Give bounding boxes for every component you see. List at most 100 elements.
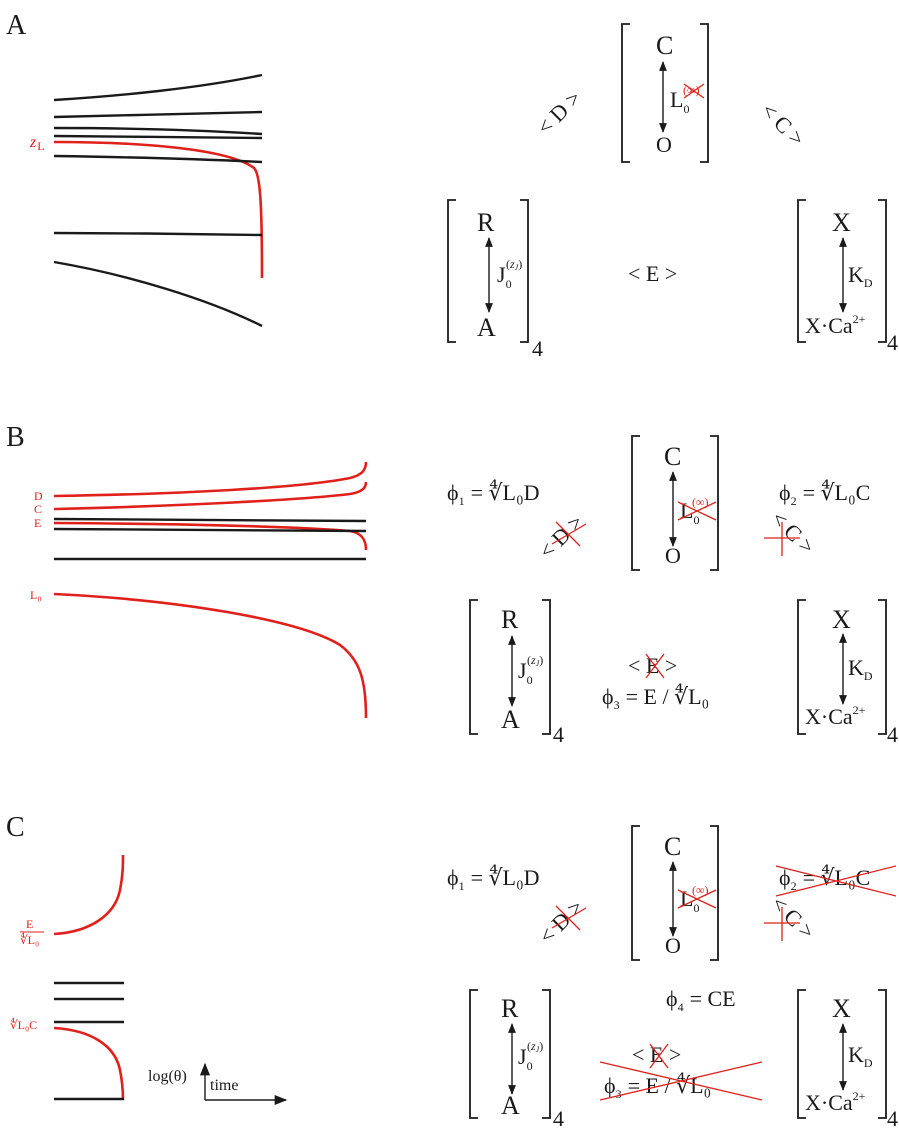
- state-x: X: [832, 605, 851, 634]
- flow-line: [53, 517, 367, 523]
- axis-key-c: log(θ) time: [148, 1062, 288, 1106]
- allosteric-e: < E >: [628, 261, 677, 286]
- state-xca: X·Ca2+: [805, 312, 866, 338]
- calcium-bracket-b: X KD X·Ca2+ 4: [797, 599, 898, 747]
- strike-mark: [551, 905, 587, 931]
- label-e-den: ∜L₀: [20, 932, 39, 947]
- allosteric-e-b: < E >: [628, 653, 677, 678]
- state-a: A: [477, 313, 496, 342]
- label-root-c: ∜L₀C: [10, 1017, 37, 1032]
- voltage-bracket-b: R A J0 (zJ) 4: [469, 599, 564, 747]
- coupling-kd: KD: [848, 262, 873, 290]
- gating-bracket-b: C O L0 (∞): [631, 435, 719, 571]
- allosteric-d-c: < D >: [534, 894, 588, 948]
- strike-mark: [683, 83, 705, 99]
- flow-line-e-over-root: [53, 854, 125, 936]
- panel-label-a: A: [6, 10, 27, 41]
- strike-mark: [677, 501, 717, 521]
- state-xca: X·Ca2+: [805, 703, 866, 729]
- calcium-bracket-c: X KD X·Ca2+ 4: [797, 989, 898, 1131]
- phi3-struck-c: < E > ϕ3 = E / ∜L₀: [599, 1042, 763, 1101]
- strike-mark: [649, 1043, 669, 1069]
- flow-line-d: [53, 461, 368, 498]
- state-r: R: [501, 994, 519, 1023]
- label-e: E: [34, 516, 41, 530]
- state-r: R: [477, 208, 495, 237]
- allosteric-d-b: < D >: [534, 509, 588, 563]
- coupling-j-sup: (zJ): [506, 257, 522, 272]
- phi1-equation-b: ϕ1 = ∜L₀D: [447, 479, 540, 508]
- gating-bracket-c: C O L0 (∞): [631, 825, 719, 961]
- coupling-kd: KD: [848, 1042, 873, 1070]
- subscript-4: 4: [887, 1106, 898, 1131]
- allosteric-d: < D >: [532, 85, 586, 139]
- strike-mark: [551, 521, 587, 547]
- label-d: D: [34, 489, 43, 503]
- phi4-equation-c: ϕ4 = CE: [666, 986, 736, 1014]
- strike-mark: [599, 1061, 763, 1101]
- flow-plot-c: E ∜L₀ ∜L₀C: [10, 854, 125, 1101]
- phi2-equation-b: ϕ2 = ∜L₀C: [779, 479, 870, 508]
- state-c: C: [664, 832, 681, 861]
- state-o: O: [665, 543, 681, 568]
- coupling-j-sup: (zJ): [527, 653, 543, 668]
- flow-line-zl: [53, 140, 264, 279]
- coupling-l0-sup: (∞): [692, 883, 709, 897]
- flow-line: [53, 126, 263, 136]
- phi3-equation-b: ϕ3 = E / ∜L₀: [602, 683, 709, 712]
- allosteric-c: < C >: [756, 98, 809, 151]
- flow-plot-b: D C E L₀: [30, 461, 368, 719]
- phi2-equation-c: ϕ2 = ∜L₀C: [779, 864, 870, 893]
- allosteric-c-c: < C >: [766, 891, 819, 944]
- panel-label-c: C: [6, 812, 25, 843]
- flow-line: [53, 231, 263, 237]
- coupling-l0: L0: [670, 87, 689, 116]
- flow-line: [53, 260, 263, 328]
- strike-mark: [764, 907, 800, 941]
- state-c: C: [664, 442, 681, 471]
- flow-line: [53, 73, 263, 102]
- state-r: R: [501, 605, 519, 634]
- subscript-4: 4: [553, 1106, 564, 1131]
- coupling-j: J0: [518, 658, 533, 687]
- state-xca: X·Ca2+: [805, 1089, 866, 1115]
- phi2-struck-c: ϕ2 = ∜L₀C: [775, 864, 897, 897]
- calcium-bracket-a: X KD X·Ca2+ 4: [797, 199, 898, 355]
- flow-line-e: [53, 521, 368, 551]
- allosteric-e-c: < E >: [632, 1042, 681, 1067]
- coupling-kd: KD: [848, 655, 873, 683]
- panel-label-b: B: [6, 422, 25, 453]
- subscript-4: 4: [887, 722, 898, 747]
- coupling-j: J0: [497, 262, 512, 291]
- flow-plot-a: zL: [29, 73, 264, 328]
- strike-mark: [775, 865, 897, 897]
- subscript-4: 4: [553, 722, 564, 747]
- strike-mark: [645, 653, 665, 679]
- flow-line-c: [53, 481, 368, 511]
- state-o: O: [656, 132, 672, 157]
- strike-mark: [677, 889, 717, 909]
- voltage-bracket-c: R A J0 (zJ) 4: [469, 989, 564, 1131]
- flow-line-l0: [53, 592, 368, 719]
- axis-label-y: log(θ): [148, 1068, 187, 1085]
- coupling-j-sup: (zJ): [527, 1039, 543, 1054]
- axis-label-x: time: [210, 1077, 238, 1094]
- gating-bracket-a: C O L0 (∞): [621, 23, 709, 163]
- voltage-bracket-a: R A J0 (zJ) 4: [447, 199, 543, 361]
- label-zl: zL: [29, 134, 45, 153]
- subscript-4: 4: [532, 336, 543, 361]
- allosteric-c-b: < C >: [766, 506, 819, 559]
- subscript-4: 4: [887, 330, 898, 355]
- state-x: X: [832, 994, 851, 1023]
- label-l0: L₀: [30, 588, 42, 602]
- flow-line: [53, 527, 367, 533]
- state-c: C: [656, 31, 673, 60]
- flow-line: [53, 134, 263, 140]
- coupling-j: J0: [518, 1044, 533, 1073]
- state-a: A: [501, 705, 520, 734]
- flow-line: [53, 110, 263, 119]
- state-a: A: [501, 1091, 520, 1120]
- label-c: C: [34, 502, 42, 516]
- flow-line: [53, 154, 263, 164]
